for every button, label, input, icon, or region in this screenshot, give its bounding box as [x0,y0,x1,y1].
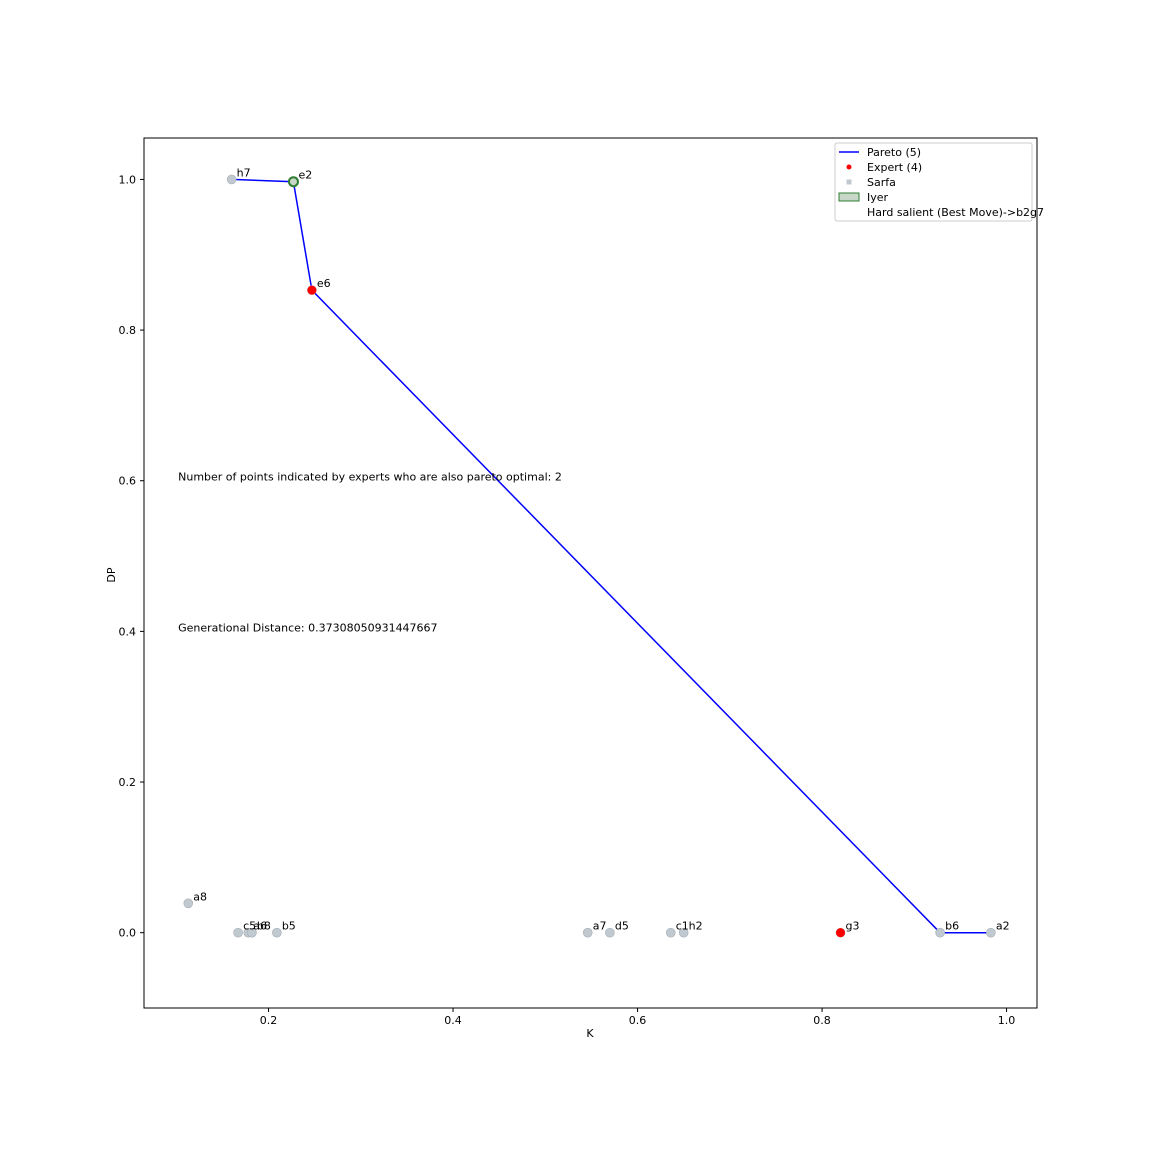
legend-entry-label: Hard salient (Best Move)->b2g7 [867,206,1044,219]
point-label: c1 [676,920,689,933]
point-label: a8 [193,890,207,903]
sarfa-point [247,927,257,938]
y-tick-label: 0.8 [119,324,137,337]
legend-entry-label: Expert (4) [867,161,922,174]
legend-square-swatch [846,179,852,185]
sarfa-point [935,927,945,938]
x-tick-label: 0.2 [260,1014,278,1027]
legend-entry-label: Iyer [867,191,889,204]
y-axis-ticks: 0.0 0.2 0.4 0.6 0.8 1.0 [119,173,144,940]
legend-dot-swatch [846,164,852,170]
y-axis-label: DP [105,567,118,582]
sarfa-point [665,927,676,938]
sarfa-point [226,174,237,185]
expert-point [307,285,317,295]
annotation-text: Number of points indicated by experts wh… [178,471,562,484]
sarfa-point [233,927,243,938]
point-label: a6 [253,920,267,933]
x-tick-label: 0.4 [444,1014,462,1027]
legend-box [834,142,1033,222]
y-tick-label: 0.6 [119,475,137,488]
point-label: h7 [237,166,251,179]
point-label: d5 [615,920,629,933]
point-label: e6 [317,277,331,290]
iyer-point [287,176,299,188]
sarfa-point [582,927,593,938]
annotation-text: Generational Distance: 0.373080509314476… [178,621,437,634]
x-axis-label: K [586,1027,594,1040]
y-tick-label: 1.0 [119,173,137,186]
x-tick-label: 1.0 [998,1014,1016,1027]
sarfa-point [183,898,194,909]
point-label: e2 [298,169,312,182]
sarfa-point [605,927,615,938]
point-label: g3 [846,920,860,933]
expert-series [307,285,846,938]
sarfa-point [986,927,996,938]
point-label: b8 [257,920,271,933]
point-label: a2 [996,920,1010,933]
iyer-series [287,176,299,188]
y-tick-label: 0.0 [119,927,137,940]
legend-entry-label: Pareto (5) [867,146,921,159]
annotations: Number of points indicated by experts wh… [178,471,562,635]
point-label: h2 [689,920,703,933]
x-tick-label: 0.6 [629,1014,647,1027]
sarfa-series [183,174,996,938]
sarfa-point [272,927,282,938]
point-label: a7 [593,920,607,933]
y-tick-label: 0.4 [119,625,137,638]
sarfa-point [678,927,689,938]
plot-area [143,137,1038,1009]
x-axis-ticks: 0.2 0.4 0.6 0.8 1.0 [260,1008,1016,1027]
legend: Pareto (5) Expert (4) Sarfa Iyer Hard salien… [834,142,1044,222]
legend-entry-label: Sarfa [867,176,896,189]
point-label: c5 [243,920,256,933]
legend-patch-swatch [838,192,860,202]
point-label: b5 [282,920,296,933]
x-tick-label: 0.8 [813,1014,831,1027]
y-tick-label: 0.2 [119,776,137,789]
expert-point [836,928,846,938]
point-label: b6 [945,920,959,933]
